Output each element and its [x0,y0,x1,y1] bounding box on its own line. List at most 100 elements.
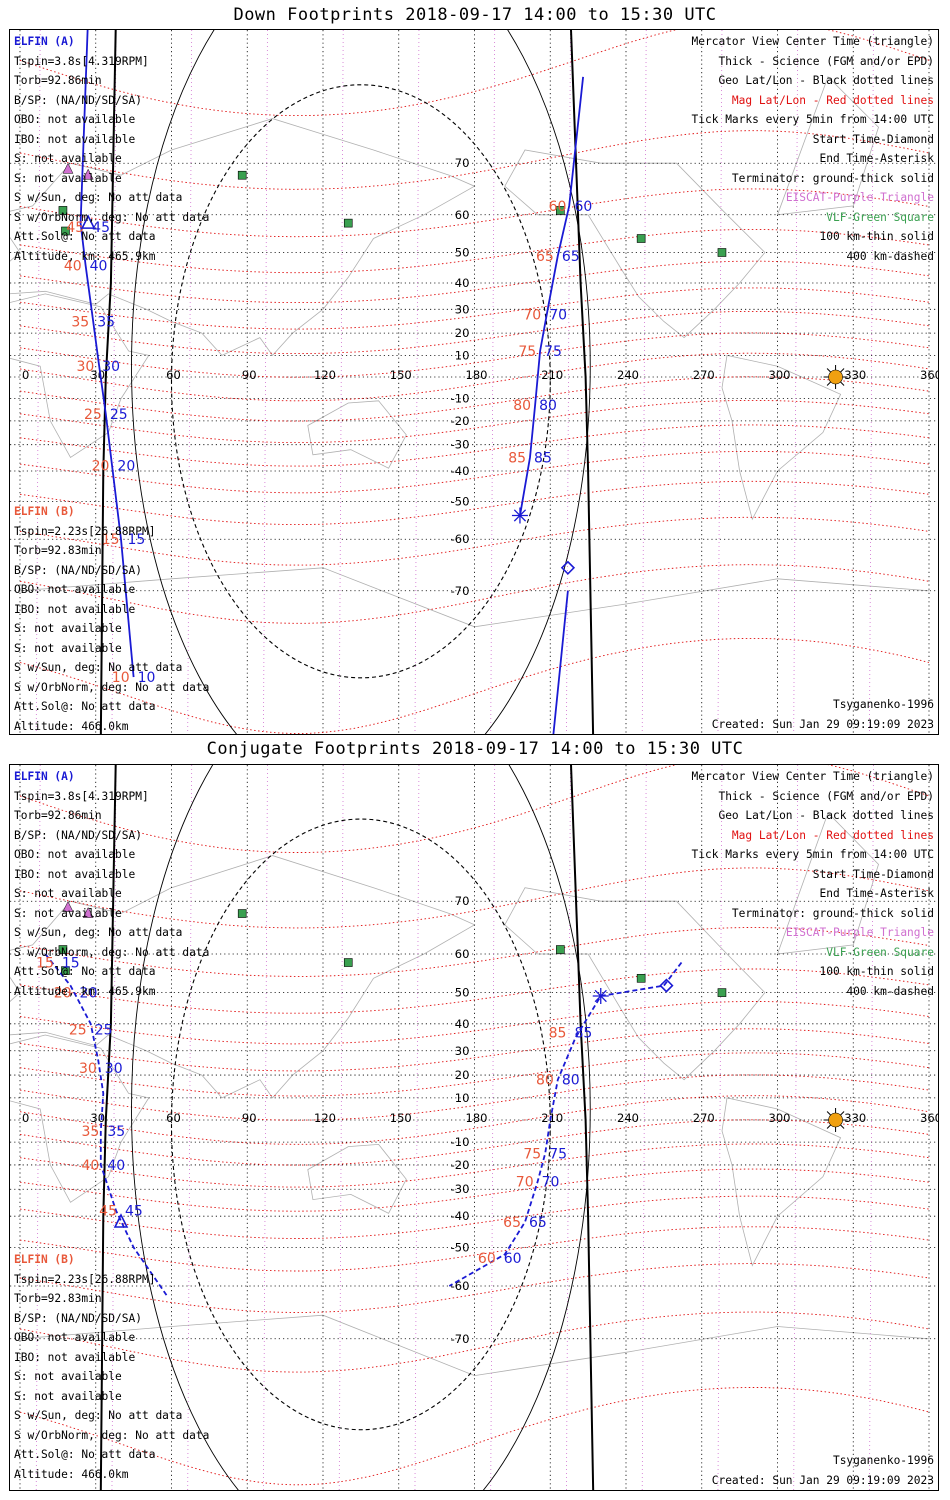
sun-icon [828,1112,843,1128]
tick-label-a: 85 [574,1025,592,1041]
info-line: Tspin=3.8s[4.319RPM] [14,54,149,68]
info-line: S w/OrbNorm, deg: No att data [14,210,210,224]
info-line: OBO: not available [14,113,136,126]
info-line: IBO: not available [14,602,136,616]
elfin-b-label: ELFIN (B) [14,505,75,518]
mag-meridian [490,30,496,734]
tick-label-b: 25 [69,1022,87,1038]
mag-meridian [869,30,874,734]
info-line: B/SP: (NA/ND/SD/SA) [14,563,142,577]
coastline [307,400,407,469]
mag-meridian [338,765,344,1490]
lat-tick-label: 70 [455,156,470,170]
footprint-track [552,590,569,734]
tick-label-a: 65 [562,249,580,265]
lon-tick-label: 300 [769,1111,791,1125]
tick-label-b: 15 [102,532,120,548]
lat-tick-label: 20 [455,1068,470,1082]
info-line: B/SP: (NA/ND/SD/SA) [14,1311,142,1325]
info-line: IBO: not available [14,867,136,881]
info-line: Altitude: 466.0km [14,719,129,733]
vlf-square-icon [61,226,70,236]
map-canvas-down[interactable]: 0 30 60 90 120 150 180 210 240 270 300 330 360 70 60 50… [10,30,939,735]
tick-label-a: 65 [529,1215,547,1231]
created-label: Created: Sun Jan 29 09:19:09 2023 [711,1473,934,1487]
lon-tick-label: 90 [242,1111,257,1125]
lat-tick-label: -10 [451,1135,470,1149]
tick-label-b: 30 [79,1061,97,1077]
tick-label-b: 15 [36,956,54,972]
lat-tick-label: -20 [451,1158,470,1172]
coastline [504,887,766,1081]
map-canvas-conjugate[interactable]: 0 30 60 90 120 150 180 210 240 270 300 330 360 70 60 50… [10,765,939,1491]
start-diamond-icon [560,560,576,575]
coastline [776,76,879,216]
tick-label-a: 45 [125,1204,143,1220]
tick-label-a: 70 [542,1175,560,1191]
info-line: S w/Sun, deg: No att data [14,926,183,939]
coastline [307,1143,407,1214]
lon-tick-label: 300 [769,368,791,382]
tick-label-a: 70 [549,307,567,323]
tick-label-b: 45 [66,220,84,236]
lat-tick-label: -60 [451,1279,470,1293]
info-line: S w/Sun, deg: No att data [14,661,183,674]
lon-tick-label: 120 [314,1111,336,1125]
lat-tick-label: -50 [451,495,470,509]
eiscat-triangle-icon [62,162,74,174]
mag-meridian [641,765,647,1490]
info-line: B/SP: (NA/ND/SD/SA) [14,828,142,842]
tick-label-b: 65 [503,1215,521,1231]
info-line: S w/OrbNorm, deg: No att data [14,945,210,959]
lat-tick-label: -40 [451,1209,470,1223]
coastline [504,149,766,339]
info-line: Tspin=2.23s[26.88RPM] [14,524,156,538]
vlf-square-icon [343,218,353,228]
tick-label-a: 85 [534,450,552,466]
model-label: Tsyganenko-1996 [832,1454,934,1467]
start-diamond-icon [659,978,674,993]
vlf-square-icon [237,170,247,180]
vlf-square-icon [237,909,247,918]
info-line: S: not available [14,887,122,900]
created-label: Created: Sun Jan 29 09:19:09 2023 [711,717,934,731]
map-panel-down: 0 30 60 90 120 150 180 210 240 270 300 330 360 70 60 50… [9,29,939,735]
legend-line: Thick - Science (FGM and/or EPD) [718,54,934,68]
info-line: Torb=92.86min [14,809,102,822]
lat-tick-label: 50 [455,245,470,259]
tick-label-b: 25 [84,407,102,423]
end-asterisk-icon [513,509,527,522]
lat-tick-label: 60 [455,208,470,222]
legend-line: 400 km-dashed [846,249,934,263]
info-line: Altitude, km: 465.9km [14,249,156,263]
tick-label-a: 25 [95,1022,113,1038]
mag-latitude-line [19,352,930,402]
info-line: Tspin=2.23s[26.88RPM] [14,1272,156,1286]
mag-latitude-line [19,1001,930,1045]
legend-line-mag: Mag Lat/Lon - Red dotted lines [731,828,934,842]
center-triangle-icon [80,214,96,229]
tick-label-b: 60 [478,1251,496,1267]
lat-tick-label: -40 [451,464,470,478]
tick-label-a: 25 [110,407,128,423]
end-asterisk-icon [594,989,607,1003]
info-line: S w/Sun, deg: No att data [14,191,183,204]
tick-label-a: 45 [92,220,110,236]
tick-label-a: 60 [504,1251,522,1267]
lat-tick-label: 60 [455,947,470,961]
lon-tick-label: 240 [617,1111,639,1125]
info-line: S: not available [14,641,122,655]
mag-latitude-line [19,1168,930,1212]
info-line: Att.Sol@: No att data [14,700,156,713]
map-panel-conjugate: 0 30 60 90 120 150 180 210 240 270 300 330 360 70 60 50… [9,764,939,1491]
tick-label-b: 70 [523,307,541,323]
mag-latitude-line [19,399,930,444]
tick-label-a: 60 [574,199,592,215]
legend-line: End Time-Asterisk [819,152,934,165]
info-line: OBO: not available [14,848,136,861]
vlf-square-icon [556,206,565,215]
legend-line-eiscat: EISCAT-Purple Triangle [785,926,934,939]
legend-line-mag: Mag Lat/Lon - Red dotted lines [731,93,934,107]
lat-tick-label: 20 [455,326,470,340]
mag-meridian [566,765,571,1490]
